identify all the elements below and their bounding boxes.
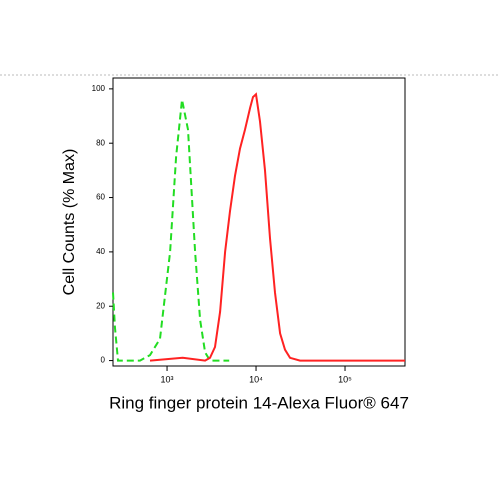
plot-frame [112,77,406,367]
y-tick-label: 0 [101,356,106,365]
series-line [112,99,230,362]
y-axis-label: Cell Counts (% Max) [61,149,78,296]
x-tick-label: 10⁴ [249,374,263,384]
y-tick-label: 40 [96,247,105,256]
y-tick-label: 100 [92,84,106,93]
series-line [149,92,405,362]
y-tick-label: 80 [96,138,105,147]
x-tick-label: 10⁵ [338,374,352,384]
x-axis-label: Ring finger protein 14-Alexa Fluor® 647 [109,393,409,412]
y-tick-label: 20 [96,301,105,310]
x-tick-label: 10³ [161,374,174,384]
y-tick-label: 60 [96,193,105,202]
